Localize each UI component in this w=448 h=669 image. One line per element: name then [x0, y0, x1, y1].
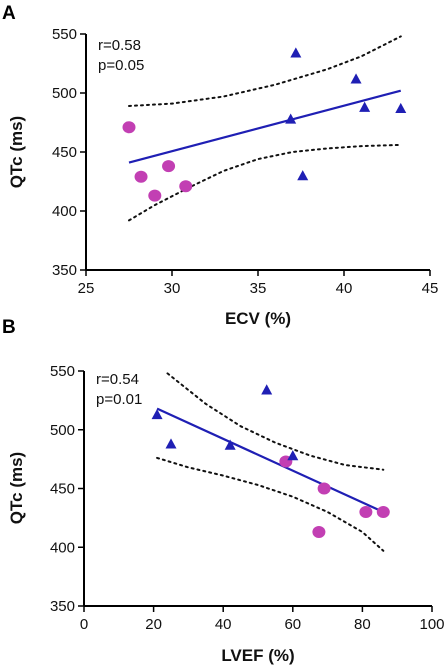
data-point-triangle — [290, 47, 302, 58]
x-tick-label: 80 — [354, 616, 371, 633]
data-point-triangle — [261, 384, 273, 395]
data-point-circle — [162, 160, 176, 173]
panel-letter: B — [2, 317, 16, 338]
y-tick-label: 550 — [52, 26, 77, 43]
panel-b: B 350 400 450 500 550 0 20 40 60 80 100 LVEF (%) QTc … — [2, 317, 445, 665]
data-point-circle — [134, 170, 148, 183]
data-point-triangle — [151, 408, 163, 420]
stat-annotation: r=0.54 — [96, 371, 139, 388]
x-tick-label: 35 — [250, 280, 267, 297]
data-point-circle — [312, 525, 326, 538]
y-tick-label: 400 — [52, 203, 77, 220]
x-tick-label: 100 — [419, 616, 444, 633]
data-point-triangle — [285, 113, 297, 124]
stat-annotation: p=0.05 — [98, 57, 144, 74]
data-point-circle — [122, 121, 136, 134]
data-point-triangle — [359, 101, 371, 112]
x-tick-label: 20 — [145, 616, 162, 633]
data-point-triangle — [165, 438, 177, 449]
ci-lower-line — [128, 143, 402, 222]
y-tick-label: 400 — [50, 539, 75, 556]
ci-upper-line — [128, 35, 402, 107]
data-point-circle — [359, 506, 373, 518]
stat-annotation: p=0.01 — [96, 391, 142, 408]
data-point-circle — [317, 482, 331, 495]
data-point-circle — [376, 506, 390, 518]
y-tick-label: 500 — [52, 85, 77, 102]
x-axis-title: ECV (%) — [225, 309, 291, 328]
y-axis-title: QTc (ms) — [7, 116, 26, 188]
x-tick-label: 0 — [80, 616, 88, 633]
data-point-triangle — [224, 439, 236, 450]
data-point-circle — [148, 189, 162, 202]
regression-line — [128, 89, 402, 164]
x-axis-title: LVEF (%) — [221, 646, 294, 665]
x-tick-label: 30 — [164, 280, 181, 297]
x-tick-label: 40 — [336, 280, 353, 297]
x-tick-label: 45 — [422, 280, 439, 297]
ci-upper-line — [166, 372, 385, 471]
y-tick-label: 500 — [50, 422, 75, 439]
data-point-triangle — [287, 450, 299, 461]
y-tick-label: 450 — [50, 481, 75, 498]
y-tick-label: 450 — [52, 144, 77, 161]
y-axis-title: QTc (ms) — [7, 452, 26, 524]
data-point-triangle — [297, 170, 309, 181]
x-tick-label: 60 — [284, 616, 301, 633]
panel-a: A 350 400 450 500 550 25 30 35 40 45 ECV (%) QTc (ms… — [2, 3, 438, 328]
y-tick-label: 350 — [50, 598, 75, 615]
stat-annotation: r=0.58 — [98, 37, 141, 54]
data-point-triangle — [395, 102, 407, 114]
y-tick-label: 350 — [52, 262, 77, 279]
data-point-circle — [179, 180, 193, 193]
x-tick-label: 25 — [78, 280, 95, 297]
ci-lower-line — [156, 456, 385, 552]
panel-letter: A — [2, 3, 16, 24]
y-tick-label: 550 — [50, 363, 75, 380]
x-tick-label: 40 — [215, 616, 232, 633]
regression-line — [156, 407, 384, 514]
data-point-triangle — [350, 73, 362, 84]
